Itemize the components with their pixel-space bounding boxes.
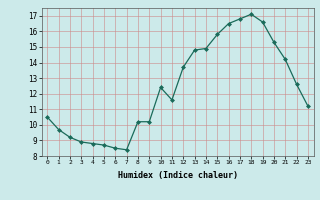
X-axis label: Humidex (Indice chaleur): Humidex (Indice chaleur)	[118, 171, 237, 180]
